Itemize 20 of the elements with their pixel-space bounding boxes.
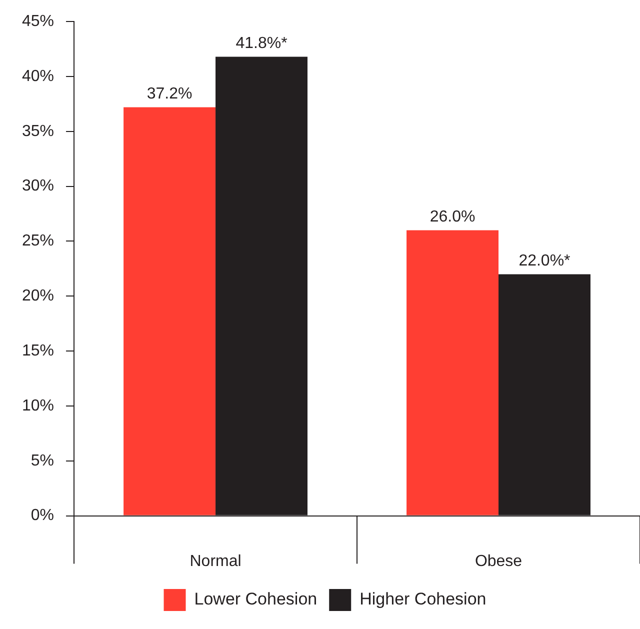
y-tick-label: 45% [22, 13, 54, 30]
y-tick-label: 25% [22, 232, 54, 250]
bar [406, 230, 499, 516]
x-tick-label: Obese [474, 552, 522, 570]
y-tick-label: 5% [30, 452, 54, 470]
data-label: 26.0% [430, 208, 476, 226]
data-label: 22.0%* [518, 252, 570, 270]
x-tick-label: Normal [190, 552, 242, 570]
y-tick-label: 15% [22, 342, 54, 360]
legend-label: Lower Cohesion [194, 590, 318, 609]
y-tick-label: 20% [22, 288, 54, 305]
legend-label: Higher Cohesion [360, 590, 486, 609]
y-tick-label: 40% [22, 68, 54, 85]
y-tick-label: 0% [30, 507, 54, 524]
y-tick-label: 10% [22, 397, 54, 414]
y-tick-label: 30% [22, 178, 54, 195]
y-tick-label: 35% [22, 122, 54, 140]
bar [124, 107, 216, 516]
data-label: 41.8%* [236, 35, 288, 52]
data-label: 37.2% [146, 86, 192, 103]
